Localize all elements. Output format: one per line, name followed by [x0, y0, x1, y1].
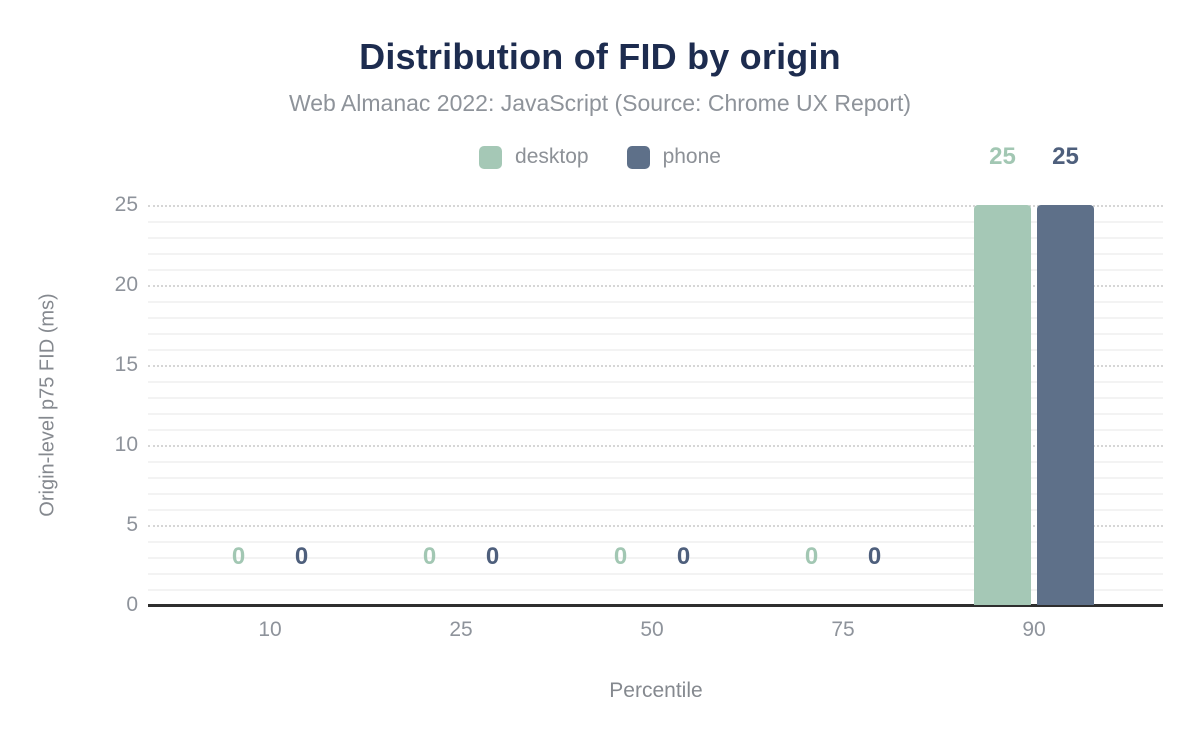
x-tick-label: 50 — [640, 618, 664, 641]
minor-gridline — [148, 381, 1163, 383]
minor-gridline — [148, 477, 1163, 479]
chart-legend: desktop phone — [0, 142, 1200, 172]
chart-subtitle: Web Almanac 2022: JavaScript (Source: Ch… — [288, 90, 912, 116]
major-gridline — [148, 525, 1163, 527]
desktop-value-label: 0 — [231, 543, 246, 570]
desktop-value-label: 25 — [989, 143, 1016, 170]
minor-gridline — [148, 349, 1163, 351]
x-tick-label: 75 — [831, 618, 855, 641]
legend-label: phone — [662, 145, 721, 168]
minor-gridline — [148, 397, 1163, 399]
y-tick-label: 25 — [114, 193, 138, 216]
desktop-value-label: 0 — [804, 543, 819, 570]
phone-value-label: 0 — [676, 543, 691, 570]
legend-item-desktop[interactable]: desktop — [479, 145, 589, 169]
minor-gridline — [148, 301, 1163, 303]
minor-gridline — [148, 557, 1163, 559]
x-tick-label: 25 — [449, 618, 473, 641]
minor-gridline — [148, 317, 1163, 319]
legend-label: desktop — [515, 145, 589, 168]
phone-value-label: 0 — [867, 543, 882, 570]
phone-bar[interactable] — [1037, 205, 1094, 605]
y-tick-label: 0 — [126, 593, 138, 616]
y-axis-title: Origin-level p75 FID (ms) — [36, 293, 59, 517]
desktop-value-label: 0 — [422, 543, 437, 570]
desktop-value-label: 0 — [613, 543, 628, 570]
y-tick-label: 10 — [114, 433, 138, 456]
desktop-bar[interactable] — [974, 205, 1031, 605]
minor-gridline — [148, 253, 1163, 255]
phone-value-label: 0 — [485, 543, 500, 570]
minor-gridline — [148, 509, 1163, 511]
y-tick-label: 5 — [126, 513, 138, 536]
desktop-swatch-icon — [479, 145, 503, 169]
x-axis-line — [148, 604, 1163, 607]
major-gridline — [148, 365, 1163, 367]
y-tick-label: 20 — [114, 273, 138, 296]
minor-gridline — [148, 429, 1163, 431]
x-tick-label: 10 — [258, 618, 282, 641]
minor-gridline — [148, 589, 1163, 591]
y-tick-label: 15 — [114, 353, 138, 376]
minor-gridline — [148, 221, 1163, 223]
chart-title: Distribution of FID by origin — [359, 36, 841, 77]
minor-gridline — [148, 333, 1163, 335]
phone-swatch-icon — [626, 145, 650, 169]
phone-value-label: 0 — [294, 543, 309, 570]
major-gridline — [148, 445, 1163, 447]
minor-gridline — [148, 541, 1163, 543]
phone-value-label: 25 — [1052, 143, 1079, 170]
minor-gridline — [148, 461, 1163, 463]
minor-gridline — [148, 269, 1163, 271]
minor-gridline — [148, 413, 1163, 415]
minor-gridline — [148, 493, 1163, 495]
x-tick-label: 90 — [1022, 618, 1046, 641]
minor-gridline — [148, 573, 1163, 575]
major-gridline — [148, 205, 1163, 207]
x-axis-title: Percentile — [609, 679, 703, 702]
major-gridline — [148, 285, 1163, 287]
minor-gridline — [148, 237, 1163, 239]
legend-item-phone[interactable]: phone — [626, 145, 721, 169]
